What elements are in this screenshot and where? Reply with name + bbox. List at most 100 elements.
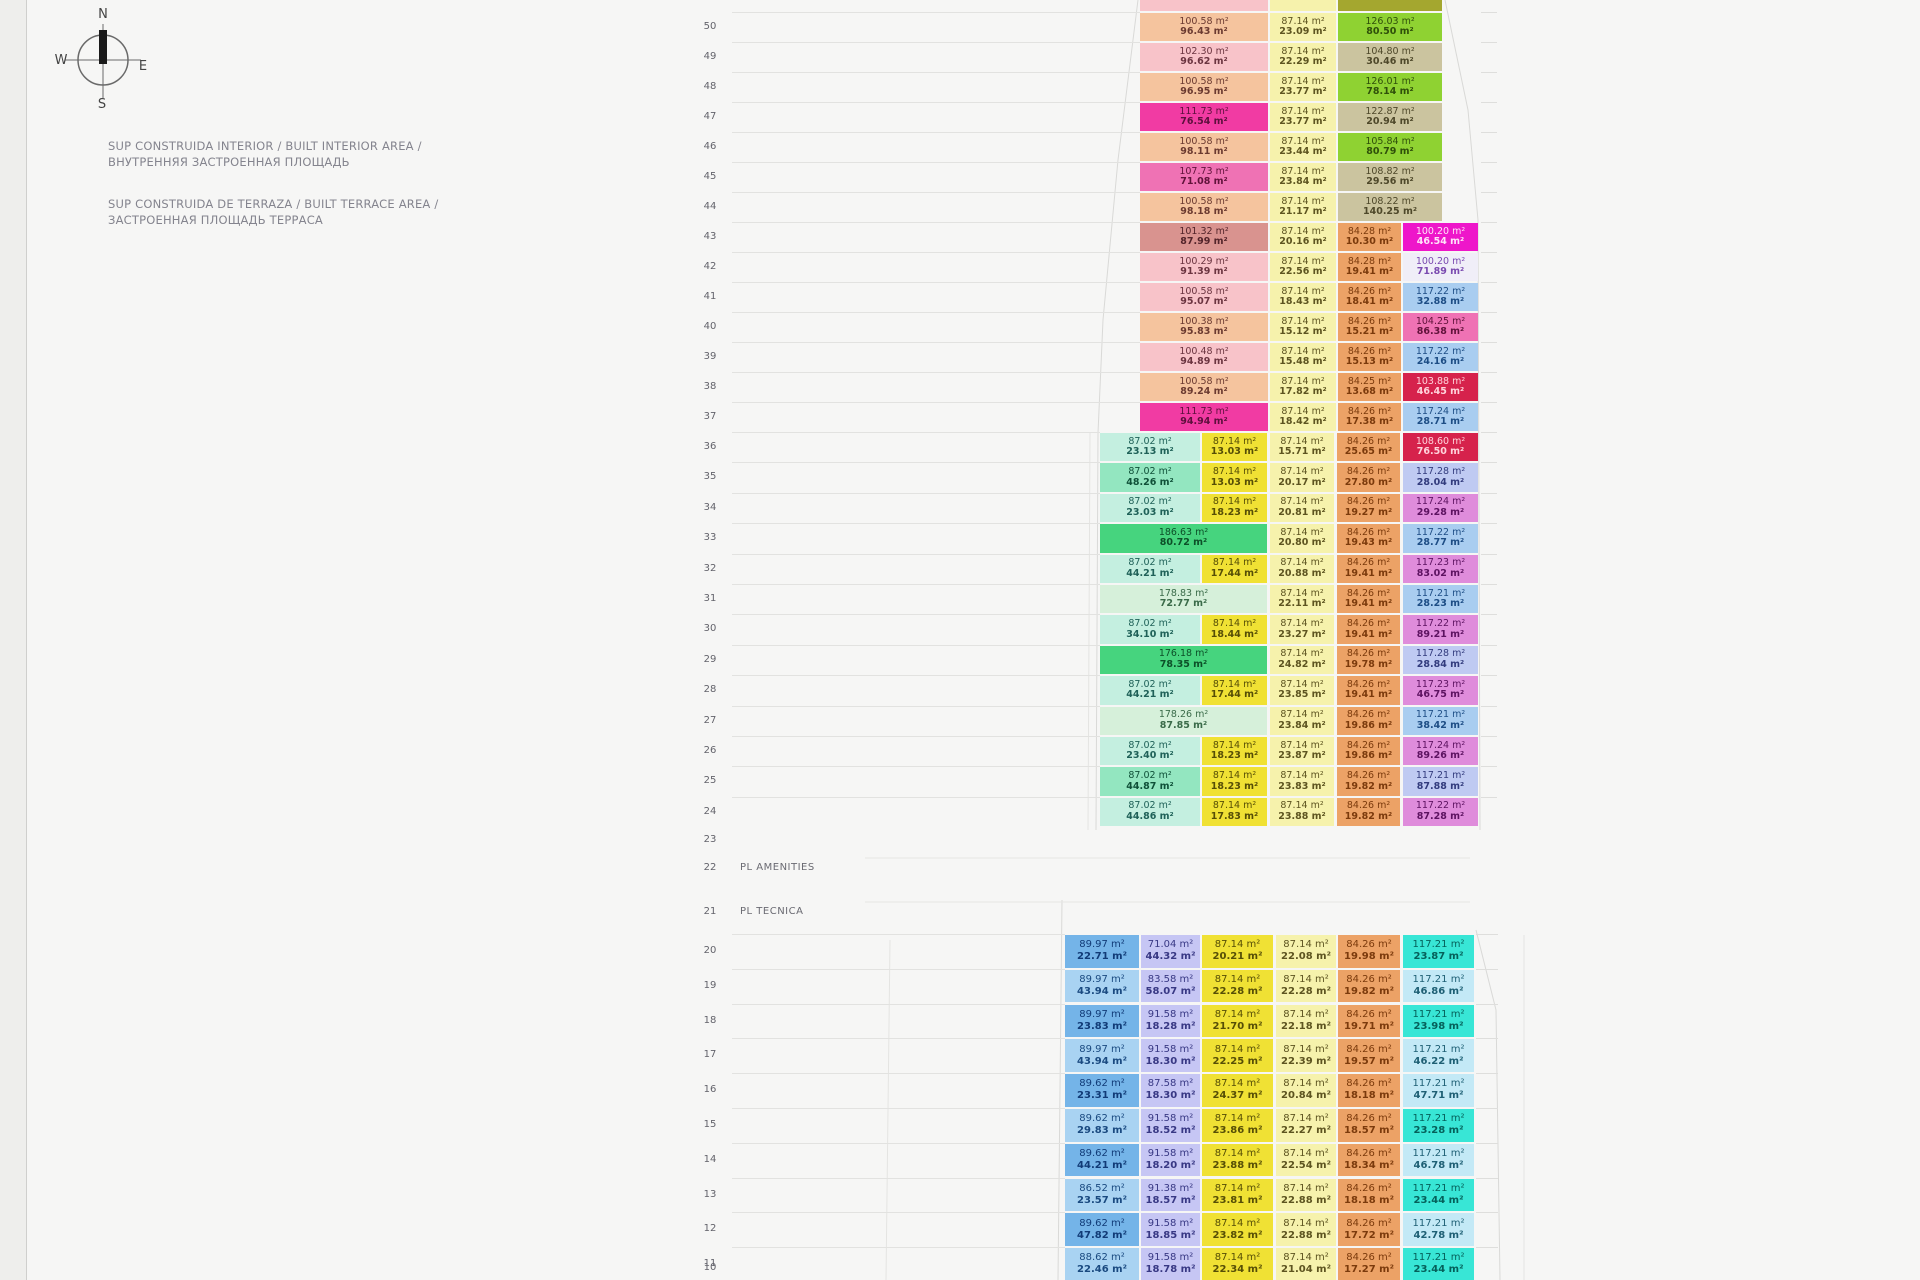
unit-cell: 84.26 m² 19.71 m² [1338,1004,1400,1038]
unit-cell: 87.14 m² 18.23 m² [1202,767,1267,796]
elevation-tick [1476,934,1498,935]
unit-cell: 104.25 m² 86.38 m² [1403,313,1478,342]
unit-cell: 87.14 m² 23.09 m² [1270,13,1336,42]
floor-guide-line [732,614,1100,616]
unit-cell: 87.14 m² 20.80 m² [1270,524,1334,553]
unit-cell [1270,0,1336,11]
unit-cell: 84.26 m² 19.82 m² [1337,767,1400,796]
unit-cell: 87.02 m² 44.21 m² [1100,676,1200,705]
page-edge [0,0,27,1280]
unit-cell: 87.14 m² 20.16 m² [1270,223,1336,252]
unit-cell: 100.58 m² 96.95 m² [1140,73,1268,102]
unit-cell: 87.14 m² 17.44 m² [1202,554,1267,583]
floor-number: 36 [703,441,717,452]
elevation-tick [1481,644,1497,646]
floor-guide-line [732,736,1100,737]
unit-cell: 108.82 m² 29.56 m² [1338,163,1442,192]
floor-guide-line [732,282,1140,283]
elevation-tick [1481,222,1497,223]
unit-cell: 84.26 m² 19.41 m² [1337,585,1400,614]
floor-number: 19 [703,979,717,991]
compass-w: W [55,53,68,68]
unit-cell: 87.02 m² 23.03 m² [1100,493,1200,523]
unit-cell: 87.58 m² 18.30 m² [1141,1074,1200,1107]
elevation-tick [1476,1142,1498,1144]
unit-cell: 84.26 m² 27.80 m² [1337,463,1400,492]
unit-cell: 117.21 m² 87.88 m² [1403,767,1478,796]
unit-cell: 84.26 m² 19.27 m² [1337,493,1400,523]
floor-number: 15 [703,1119,717,1130]
unit-cell: 84.26 m² 19.41 m² [1337,554,1400,583]
unit-cell: 87.14 m² 20.17 m² [1270,463,1334,492]
unit-cell: 87.14 m² 18.44 m² [1202,615,1267,644]
unit-cell: 100.58 m² 98.11 m² [1140,133,1268,162]
floor-number: 38 [703,381,717,392]
unit-cell: 87.14 m² 22.34 m² [1202,1248,1273,1280]
unit-cell: 117.21 m² 23.44 m² [1403,1248,1474,1280]
unit-cell: 84.26 m² 25.65 m² [1337,433,1400,462]
unit-cell [1338,0,1442,11]
unit-cell: 100.58 m² 89.24 m² [1140,373,1268,402]
unit-cell: 84.26 m² 19.86 m² [1337,706,1400,735]
floor-number: 34 [703,501,717,513]
floor-number: 28 [703,684,717,696]
unit-cell: 87.14 m² 22.11 m² [1270,585,1334,614]
elevation-tick [1481,553,1497,555]
unit-cell: 87.14 m² 23.82 m² [1202,1213,1273,1246]
unit-cell: 91.58 m² 18.85 m² [1141,1213,1200,1246]
unit-cell: 87.14 m² 22.28 m² [1276,969,1336,1003]
unit-cell: 178.83 m² 72.77 m² [1100,585,1267,614]
unit-cell: 111.73 m² 76.54 m² [1140,103,1268,132]
unit-cell: 108.22 m² 140.25 m² [1338,193,1442,222]
elevation-tick [1481,796,1497,798]
floor-number: 23 [703,834,717,845]
elevation-tick [1481,523,1497,525]
unit-cell: 87.14 m² 23.77 m² [1270,73,1336,102]
floor-guide-line [732,252,1140,253]
unit-cell: 84.25 m² 13.68 m² [1338,373,1401,402]
unit-cell: 117.21 m² 23.28 m² [1403,1109,1474,1142]
unit-cell: 87.02 m² 23.40 m² [1100,737,1200,766]
floor-guide-line [732,1108,1065,1109]
floor-number: 39 [703,351,717,362]
floor-number: 25 [703,775,717,787]
unit-cell: 87.14 m² 13.03 m² [1202,463,1267,492]
elevation-tick [1481,736,1497,737]
unit-cell: 186.63 m² 80.72 m² [1100,524,1267,553]
unit-cell: 111.73 m² 94.94 m² [1140,403,1268,432]
unit-cell: 176.18 m² 78.35 m² [1100,645,1267,675]
unit-cell: 87.14 m² 23.84 m² [1270,706,1334,735]
floor-guide-line [732,222,1140,223]
unit-cell: 87.14 m² 15.71 m² [1270,433,1334,462]
elevation-tick [1481,614,1497,616]
floor-number: 42 [703,261,717,272]
unit-cell: 84.26 m² 18.41 m² [1338,283,1401,312]
floor-number: 10 [703,1262,717,1273]
unit-cell: 87.02 m² 44.21 m² [1100,554,1200,583]
unit-cell: 117.28 m² 28.04 m² [1403,463,1478,492]
elevation-tick [1481,584,1497,585]
unit-cell: 87.14 m² 22.25 m² [1202,1039,1273,1072]
floor-label-tecnica: PL TECNICA [740,906,804,917]
floor-number: 41 [703,291,717,302]
unit-cell: 87.14 m² 15.12 m² [1270,313,1336,342]
unit-cell: 84.26 m² 17.38 m² [1338,403,1401,432]
unit-cell: 117.21 m² 46.22 m² [1403,1039,1474,1072]
unit-cell: 89.62 m² 23.31 m² [1065,1074,1139,1107]
unit-cell: 84.26 m² 17.72 m² [1338,1213,1400,1246]
unit-cell: 87.14 m² 22.54 m² [1276,1143,1336,1177]
floor-number: 32 [703,562,717,574]
floor-guide-line [732,644,1100,646]
unit-cell: 108.60 m² 76.50 m² [1403,433,1478,462]
floor-number: 44 [703,201,717,212]
floor-number: 14 [703,1153,717,1165]
elevation-tick [1481,402,1497,403]
floor-guide-line [732,342,1140,343]
floor-guide-line [732,462,1100,464]
unit-cell: 71.04 m² 44.32 m² [1141,935,1200,968]
floor-guide-line [732,1038,1065,1040]
floor-number: 30 [703,623,717,635]
unit-cell: 107.73 m² 71.08 m² [1140,163,1268,192]
floor-guide-line [732,1212,1065,1214]
unit-cell: 87.14 m² 24.82 m² [1270,645,1334,675]
